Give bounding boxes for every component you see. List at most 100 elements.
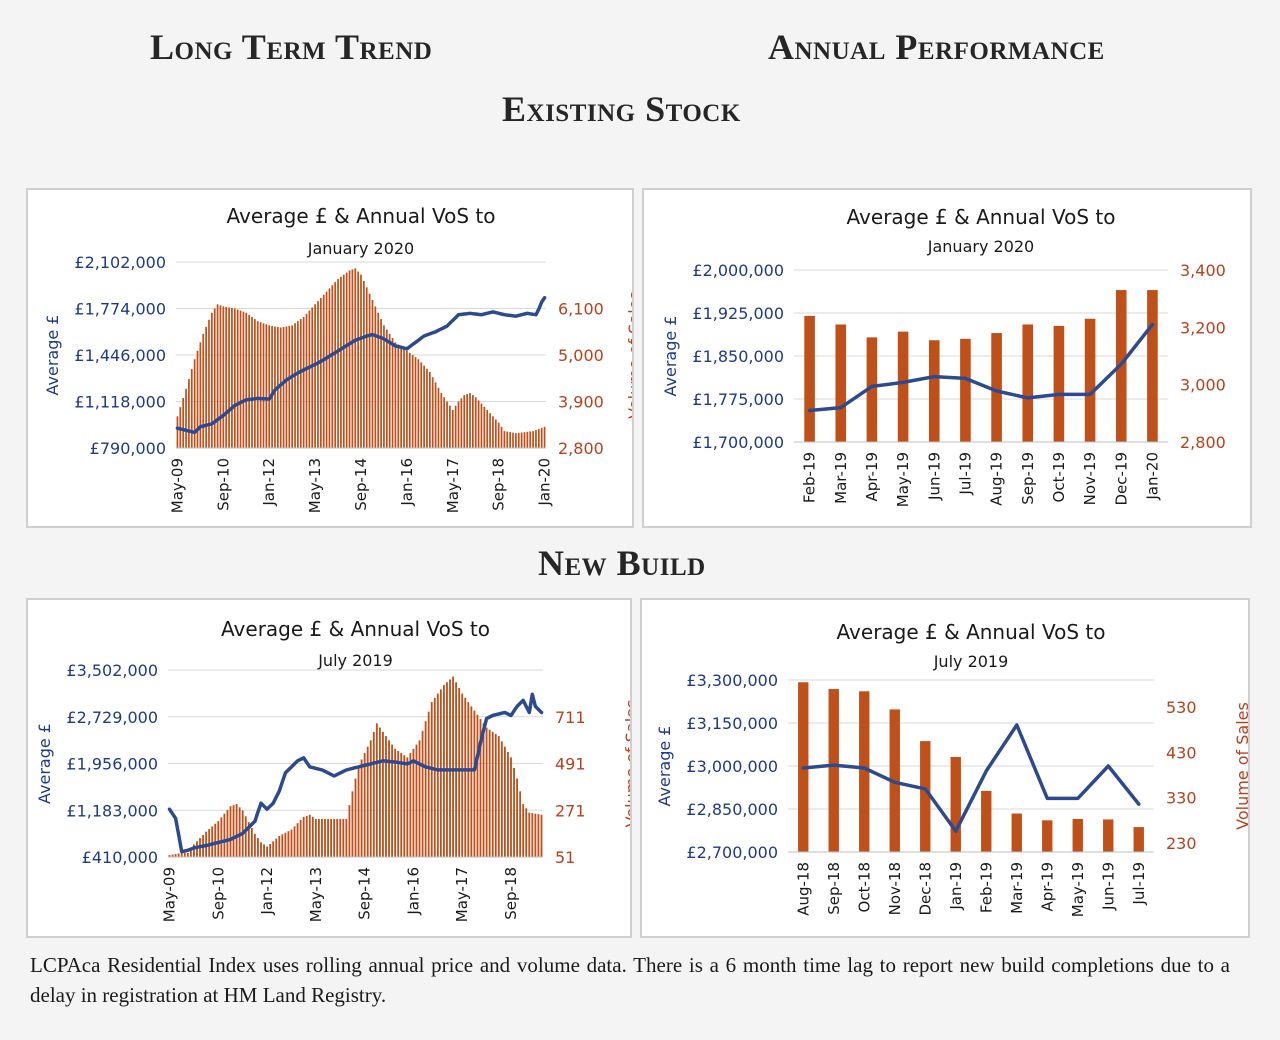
left-axis-tick-label: £2,102,000 xyxy=(74,253,166,272)
right-axis-tick-label: 6,100 xyxy=(558,300,604,319)
x-axis-tick-label: Mar-19 xyxy=(1008,862,1026,914)
volume-bar xyxy=(337,278,339,448)
volume-bar xyxy=(380,319,382,448)
volume-bar xyxy=(287,831,290,857)
volume-bar xyxy=(519,791,522,857)
volume-bar xyxy=(314,818,317,857)
right-axis-tick-label: 530 xyxy=(1166,698,1197,717)
x-axis-tick-label: May-13 xyxy=(307,867,325,922)
left-axis-tick-label: £790,000 xyxy=(90,439,166,458)
volume-bar xyxy=(452,676,454,857)
chart-title: Average £ & Annual VoS to xyxy=(221,617,490,641)
volume-bar xyxy=(467,702,470,857)
volume-bar xyxy=(185,388,187,448)
left-axis-title: Average £ xyxy=(43,315,62,396)
volume-bar xyxy=(296,823,299,857)
volume-bar xyxy=(981,790,992,852)
volume-bar xyxy=(491,731,494,857)
x-axis-tick-label: Dec-19 xyxy=(1112,452,1130,506)
volume-bar xyxy=(328,288,331,448)
right-axis-tick-label: 51 xyxy=(555,848,575,867)
x-axis-tick-label: Jan-20 xyxy=(1143,452,1161,501)
volume-bar xyxy=(928,340,940,442)
volume-bar xyxy=(324,818,326,857)
volume-bar xyxy=(322,294,325,448)
volume-bar xyxy=(268,325,271,448)
volume-bar xyxy=(299,319,302,448)
volume-bar xyxy=(348,270,351,448)
volume-bar xyxy=(417,359,420,448)
volume-bar xyxy=(397,344,400,448)
volume-bar xyxy=(497,422,500,448)
right-axis-tick-label: 3,400 xyxy=(1180,261,1226,280)
chart-subtitle: January 2020 xyxy=(927,237,1034,256)
left-axis-tick-label: £3,502,000 xyxy=(66,661,158,680)
right-axis-tick-label: 5,000 xyxy=(558,346,604,365)
volume-bar xyxy=(506,431,509,448)
left-axis-tick-label: £2,700,000 xyxy=(686,843,778,862)
volume-bar xyxy=(804,315,815,442)
volume-bar xyxy=(443,397,446,448)
volume-bar xyxy=(516,778,518,857)
volume-bar xyxy=(239,310,242,448)
x-axis-tick-label: Sep-18 xyxy=(502,867,520,920)
volume-bar xyxy=(411,355,414,448)
volume-bar xyxy=(225,306,228,448)
volume-bar xyxy=(835,324,847,442)
volume-bar xyxy=(515,433,517,448)
volume-bar xyxy=(414,357,417,448)
chart-subtitle: July 2019 xyxy=(933,652,1009,671)
volume-bar xyxy=(950,756,961,852)
volume-bar xyxy=(427,711,430,857)
volume-bar xyxy=(348,805,351,857)
x-axis-tick-label: Jan-19 xyxy=(947,862,965,911)
volume-bar xyxy=(248,314,250,448)
volume-bar xyxy=(363,753,366,857)
volume-bar xyxy=(302,816,305,857)
volume-bar xyxy=(454,405,457,448)
existing-stock-heading: Existing Stock xyxy=(502,89,741,129)
existing-long-term-chart: Average £ & Annual VoS to January 2020 £79… xyxy=(43,204,632,513)
left-axis-tick-label: £3,000,000 xyxy=(686,757,778,776)
chart-title: Average £ & Annual VoS to xyxy=(227,204,496,228)
volume-bar xyxy=(426,368,428,448)
volume-bar xyxy=(991,333,1002,442)
volume-bar xyxy=(275,838,278,857)
volume-bar xyxy=(219,305,222,448)
volume-bar xyxy=(171,854,174,857)
volume-bar xyxy=(363,281,365,448)
volume-bar xyxy=(222,306,225,448)
new-build-long-term-chart: Average £ & Annual VoS to July 2019 £410,0… xyxy=(35,617,630,922)
volume-bar xyxy=(403,348,405,448)
volume-bar xyxy=(479,719,482,857)
volume-bar xyxy=(406,757,409,857)
x-axis-tick-label: Sep-10 xyxy=(214,458,232,511)
volume-bar xyxy=(345,272,348,448)
volume-bar xyxy=(446,401,448,448)
left-axis-title: Average £ xyxy=(655,726,674,807)
volume-bar xyxy=(486,409,489,448)
volume-bar xyxy=(279,327,282,448)
volume-bar xyxy=(439,689,442,857)
volume-bar xyxy=(208,319,210,448)
volume-bar xyxy=(509,432,512,448)
left-axis-tick-label: £1,118,000 xyxy=(74,393,166,412)
right-axis-title: Volume of Sales xyxy=(1233,702,1248,830)
left-axis-tick-label: £1,183,000 xyxy=(66,801,158,820)
left-axis-tick-label: £2,850,000 xyxy=(686,800,778,819)
x-axis-tick-label: Jun-19 xyxy=(925,452,943,501)
volume-bar xyxy=(235,804,238,857)
volume-bar xyxy=(543,426,546,448)
x-axis-tick-label: Aug-18 xyxy=(794,862,812,916)
volume-bar xyxy=(250,827,253,857)
volume-bar xyxy=(403,755,406,857)
volume-bar xyxy=(351,269,354,448)
volume-bar xyxy=(217,821,220,857)
volume-bar xyxy=(305,815,308,857)
volume-bar xyxy=(271,325,273,448)
volume-bar xyxy=(325,291,328,448)
volume-bar xyxy=(418,740,421,857)
volume-bar xyxy=(537,428,540,448)
volume-bar xyxy=(960,338,971,442)
volume-bar xyxy=(342,274,345,448)
